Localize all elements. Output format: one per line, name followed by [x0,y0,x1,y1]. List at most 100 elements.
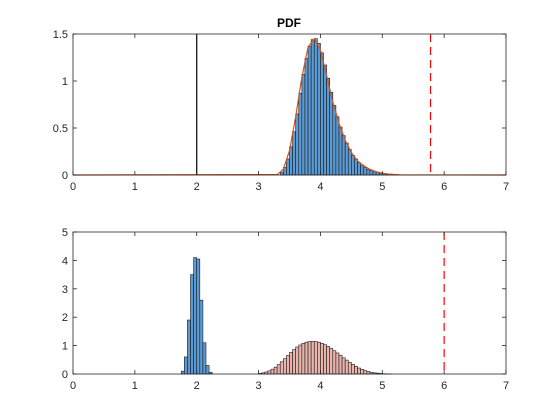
y-tick-label: 0 [62,170,68,182]
density-line [72,37,507,176]
histogram-bar [360,165,365,176]
histogram-bar [295,113,300,176]
histogram-bar [202,342,207,375]
histogram-bar [190,274,194,375]
axes-box [72,33,507,176]
y-tick-label: 0 [62,369,68,381]
histogram-bar [357,162,361,176]
histogram-bar [341,357,346,375]
histogram-bar [344,359,349,375]
x-tick-label: 7 [503,181,509,193]
x-tick-label: 0 [70,181,76,193]
histogram-bar [347,149,352,176]
histogram-bar [307,45,312,176]
histogram-bar [338,126,343,176]
histogram-bar [329,91,334,176]
histogram-bar [304,58,309,176]
histogram-bar [363,167,368,176]
x-tick-label: 3 [256,380,262,392]
x-tick-label: 5 [379,181,385,193]
histogram-bar [335,352,340,375]
histogram-bar [317,341,321,375]
histogram-bar [357,367,361,375]
histogram-bar [301,343,306,375]
histogram-bar [267,370,272,375]
histogram-bar [323,64,327,176]
histogram-bar [196,258,201,375]
histogram-bar [292,349,296,375]
x-tick-label: 3 [256,181,262,193]
x-tick-label: 6 [441,380,447,392]
histogram-bar [304,341,309,375]
y-tick-label: 2 [62,312,68,324]
y-tick-label: 1 [62,76,68,88]
x-tick-label: 2 [194,380,200,392]
histogram-bar [310,341,315,375]
histogram-bar [344,142,349,176]
histogram-bar [323,344,327,375]
histogram-bar [366,169,371,176]
histogram-bar [360,369,365,375]
plot-area [73,232,506,374]
histogram-bar [187,319,191,375]
histogram-bar [351,154,355,176]
histogram-bar [329,348,334,375]
histogram-bar [369,170,374,176]
histogram-bar [326,346,331,375]
histogram-bar [298,92,303,176]
histogram-bar [351,364,355,375]
histogram-bar [199,299,204,375]
histogram-bar [273,366,278,375]
histogram-bar [347,362,352,375]
x-tick-label: 1 [132,181,138,193]
histogram-bar [341,135,346,176]
histogram-bar [313,341,318,375]
y-tick-label: 1 [62,341,68,353]
histogram-bar [295,346,300,375]
chart-title: PDF [277,16,301,30]
histogram-bar [279,361,284,375]
axes-box [72,231,507,375]
histogram-bar [298,344,303,375]
histogram-bar [332,350,337,375]
histogram-bar [184,356,188,375]
y-tick-label: 0.5 [53,123,68,135]
x-tick-label: 5 [379,380,385,392]
y-tick-label: 1.5 [53,29,68,41]
histogram-bar [338,354,343,375]
y-tick-label: 3 [62,284,68,296]
histogram-bar [326,77,331,176]
y-tick-label: 5 [62,227,68,239]
histogram-bar [310,39,315,176]
x-tick-label: 4 [317,181,323,193]
histogram-bar [335,116,340,176]
x-tick-label: 7 [503,380,509,392]
histogram-bar [301,74,306,176]
histogram-bar [286,355,290,375]
x-tick-label: 6 [441,181,447,193]
x-tick-label: 0 [70,380,76,392]
histogram-bar [320,343,324,375]
top-pdf-plot: PDF 0 1 2 3 4 5 6 7 0 0.5 1 1.5 [53,16,509,193]
histogram-bar [289,352,293,375]
histogram-bar [180,370,185,375]
histogram-bar [276,364,281,375]
histogram-bar [354,366,358,375]
histogram-bar [332,105,337,176]
histogram-bar [320,52,324,176]
histogram-bar [270,368,275,375]
histogram-bar [317,43,321,176]
y-tick-label: 4 [62,255,68,267]
histogram-bar [205,365,210,375]
histogram-bar [286,158,290,176]
histogram-bar [313,38,318,176]
x-tick-label: 2 [194,181,200,193]
histogram-bar [292,131,296,176]
bottom-histogram-plot: 0 1 2 3 4 5 6 7 0 1 2 3 4 5 [62,227,509,392]
histogram-bar [354,158,358,176]
histogram-bar [279,171,284,176]
x-tick-label: 4 [317,380,323,392]
histogram-bar [193,257,198,375]
histogram-bar [283,358,287,375]
